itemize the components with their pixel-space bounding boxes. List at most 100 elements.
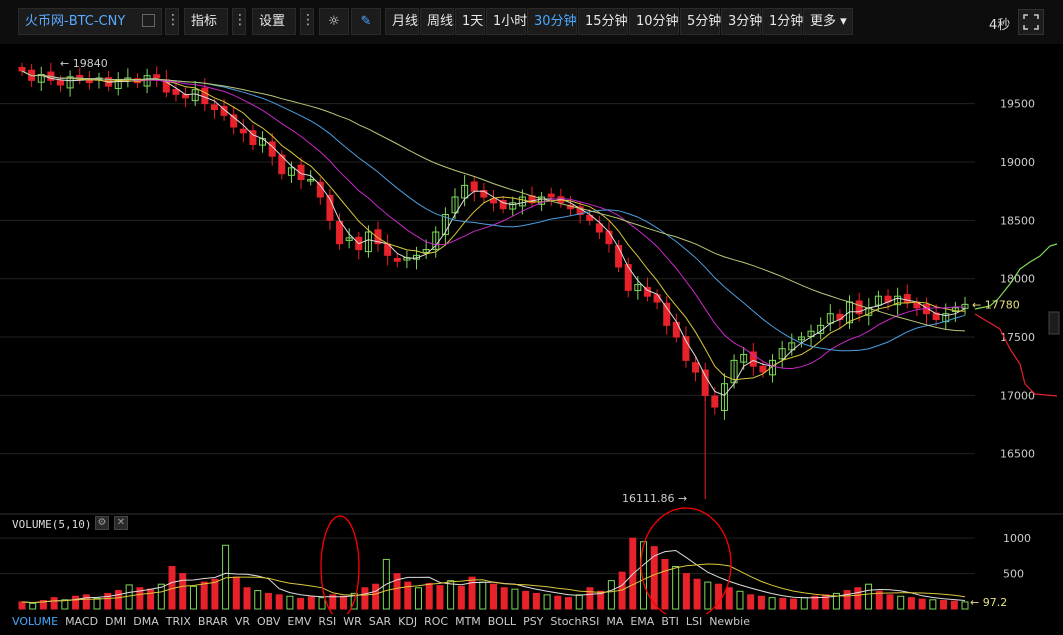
candle-body — [85, 79, 93, 84]
volume-bar — [640, 541, 648, 610]
candle-body — [287, 167, 295, 176]
tab-timeframe-8[interactable]: 3分钟 — [721, 8, 762, 35]
candle-body — [605, 230, 613, 245]
price-tick-label: 18500 — [1000, 214, 1035, 227]
volume-bar — [425, 583, 433, 610]
highlight-circle — [640, 507, 732, 614]
settings-button[interactable]: 设置 — [252, 8, 296, 35]
candle-body — [788, 342, 796, 351]
indicator-tab-ma[interactable]: MA — [606, 615, 624, 628]
indicator-tab-wr[interactable]: WR — [343, 615, 362, 628]
volume-tick-label: 500 — [1003, 568, 1024, 581]
candle-body — [913, 302, 921, 309]
volume-bar — [50, 597, 58, 610]
indicator-tab-ema[interactable]: EMA — [630, 615, 655, 628]
candle-body — [230, 114, 238, 128]
tab-timeframe-4[interactable]: 30分钟 — [527, 8, 577, 35]
indicator-tab-mtm[interactable]: MTM — [455, 615, 481, 628]
volume-bar — [768, 597, 776, 610]
indicator-tab-volume[interactable]: VOLUME — [12, 615, 59, 628]
popout-icon[interactable] — [142, 14, 155, 27]
sun-icon[interactable]: ☼ — [319, 8, 349, 35]
indicator-tab-roc[interactable]: ROC — [424, 615, 449, 628]
volume-bar — [790, 598, 798, 610]
candle-body — [749, 351, 757, 367]
price-tick-label: 17500 — [1000, 331, 1035, 344]
volume-bar — [886, 594, 894, 610]
tab-timeframe-0[interactable]: 月线 — [385, 8, 419, 35]
indicator-tab-dma[interactable]: DMA — [133, 615, 159, 628]
candle-body — [470, 181, 478, 192]
volume-bar — [661, 558, 669, 610]
indicator-tabs: VOLUME MACD DMI DMA TRIX BRAR VR OBV EMV RSI WR SAR… — [12, 615, 757, 633]
gear-icon[interactable]: ⚙ — [95, 516, 109, 530]
tab-timeframe-2[interactable]: 1天 — [455, 8, 485, 35]
candle-body — [701, 369, 709, 396]
volume-bar — [490, 583, 497, 610]
chart-area[interactable]: 19500 19000 18500 18000 17500 17000 16500 1000… — [0, 44, 1063, 614]
volume-bar — [457, 585, 465, 610]
volume-bar — [479, 581, 487, 610]
candle-body — [326, 194, 334, 221]
indicator-button[interactable]: 指标 — [184, 8, 228, 35]
pencil-icon[interactable]: ✎ — [351, 8, 381, 35]
indicator-tab-sar[interactable]: SAR — [368, 615, 392, 628]
menu-dots-icon[interactable]: ⋮ — [300, 8, 315, 35]
volume-bar — [757, 595, 765, 610]
candle-body — [836, 313, 844, 321]
price-tick-label: 19000 — [1000, 156, 1035, 169]
indicator-tab-boll[interactable]: BOLL — [487, 615, 517, 628]
ma-line-3 — [21, 70, 966, 397]
volume-bar — [907, 597, 915, 610]
volume-bar — [157, 583, 165, 610]
ma-line-6 — [21, 70, 966, 381]
refresh-interval[interactable]: 4秒 — [989, 18, 1011, 33]
ma-line-12 — [21, 70, 966, 370]
indicator-tab-brar[interactable]: BRAR — [197, 615, 228, 628]
indicator-tab-newbie[interactable]: Newbie — [709, 615, 750, 628]
volume-bar — [586, 587, 594, 610]
candle-body — [672, 321, 680, 338]
volume-bar — [704, 581, 712, 610]
volume-bar — [447, 580, 455, 610]
candle-body — [499, 200, 507, 210]
menu-dots-icon[interactable]: ⋮ — [232, 8, 247, 35]
tab-timeframe-10[interactable]: 更多 ▾ — [803, 8, 853, 35]
indicator-tab-dmi[interactable]: DMI — [105, 615, 127, 628]
indicator-tab-lsi[interactable]: LSI — [685, 615, 703, 628]
volume-bar — [125, 584, 133, 610]
candle-body — [461, 184, 469, 199]
last-price-label: ← 17780 — [972, 298, 1020, 311]
symbol-selector[interactable]: 火币网-BTC-CNY — [18, 8, 162, 35]
tab-timeframe-3[interactable]: 1小时 — [486, 8, 527, 35]
candle-body — [239, 128, 247, 134]
indicator-tab-psy[interactable]: PSY — [523, 615, 544, 628]
menu-dots-icon[interactable]: ⋮ — [165, 8, 180, 35]
tab-timeframe-9[interactable]: 1分钟 — [762, 8, 803, 35]
volume-bar — [211, 578, 219, 610]
volume-bar — [382, 558, 390, 610]
volume-bar — [693, 578, 701, 610]
indicator-tab-rsi[interactable]: RSI — [318, 615, 337, 628]
expand-handle[interactable] — [1048, 311, 1060, 335]
volume-bar — [264, 592, 272, 610]
close-icon[interactable]: ✕ — [114, 516, 128, 530]
volume-bar — [136, 587, 144, 610]
indicator-tab-stochrsi[interactable]: StochRSI — [550, 615, 600, 628]
tab-timeframe-6[interactable]: 10分钟 — [629, 8, 679, 35]
high-price-label: ← 19840 — [60, 57, 108, 70]
indicator-tab-macd[interactable]: MACD — [65, 615, 99, 628]
volume-bar — [243, 587, 251, 610]
indicator-tab-trix[interactable]: TRIX — [165, 615, 191, 628]
indicator-tab-kdj[interactable]: KDJ — [398, 615, 418, 628]
indicator-tab-bti[interactable]: BTI — [661, 615, 679, 628]
volume-bar — [897, 595, 905, 610]
indicator-tab-emv[interactable]: EMV — [287, 615, 312, 628]
tab-timeframe-5[interactable]: 15分钟 — [578, 8, 628, 35]
tab-timeframe-1[interactable]: 周线 — [420, 8, 454, 35]
indicator-tab-vr[interactable]: VR — [234, 615, 251, 628]
indicator-tab-obv[interactable]: OBV — [257, 615, 281, 628]
fullscreen-icon[interactable] — [1018, 9, 1044, 35]
volume-bar — [843, 590, 851, 610]
tab-timeframe-7[interactable]: 5分钟 — [680, 8, 721, 35]
